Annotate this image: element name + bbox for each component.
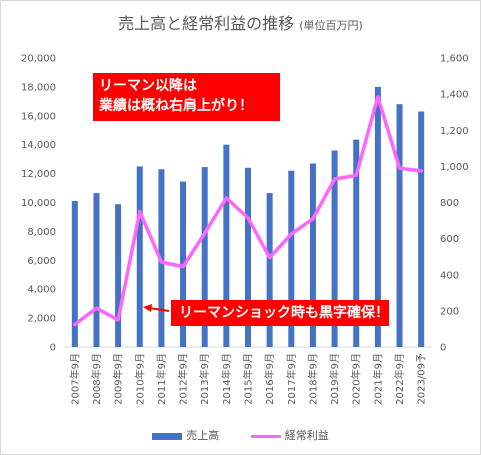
point-profit bbox=[376, 95, 380, 99]
bar-sales bbox=[331, 150, 338, 347]
legend-label-profit: 経常利益 bbox=[284, 429, 329, 442]
point-profit bbox=[94, 306, 98, 310]
x-tick-label: 2022年9月 bbox=[393, 353, 406, 405]
legend-swatch-profit bbox=[250, 434, 281, 438]
bar-sales bbox=[374, 86, 381, 348]
x-tick-label: 2023/09予 bbox=[416, 353, 428, 405]
y-right-tick-label: 1,400 bbox=[440, 90, 469, 101]
y-left-tick-label: 6,000 bbox=[27, 256, 56, 267]
bar-sales bbox=[201, 167, 208, 347]
x-tick-label: 2008年9月 bbox=[90, 353, 103, 405]
y-left-tick-label: 0 bbox=[50, 343, 56, 354]
point-profit bbox=[138, 210, 142, 214]
point-profit bbox=[398, 166, 402, 170]
bar-sales bbox=[353, 139, 360, 347]
x-tick-label: 2019年9月 bbox=[328, 353, 341, 405]
y-left-tick-label: 18,000 bbox=[21, 82, 56, 93]
point-profit bbox=[289, 232, 293, 236]
x-tick-label: 2020年9月 bbox=[350, 353, 363, 405]
y-left-tick-label: 16,000 bbox=[21, 111, 56, 122]
chart-title: 売上高と経常利益の推移 (単位百万円) bbox=[0, 10, 481, 34]
bar-sales bbox=[93, 193, 100, 347]
x-tick-label: 2016年9月 bbox=[263, 353, 276, 405]
y-right-tick-label: 600 bbox=[440, 234, 459, 245]
y-left-tick-label: 10,000 bbox=[21, 198, 56, 209]
y-right-tick-label: 1,600 bbox=[440, 54, 469, 65]
point-profit bbox=[354, 173, 358, 177]
y-right-tick-label: 0 bbox=[440, 343, 446, 354]
point-profit bbox=[246, 216, 250, 220]
point-profit bbox=[419, 169, 423, 173]
bar-sales bbox=[136, 166, 143, 347]
legend-label-sales: 売上高 bbox=[186, 429, 220, 442]
y-left-tick-label: 12,000 bbox=[21, 169, 56, 180]
point-profit bbox=[116, 318, 120, 322]
x-tick-label: 2017年9月 bbox=[285, 353, 298, 405]
annotation-arrow-line bbox=[148, 307, 170, 312]
y-right-tick-label: 1,200 bbox=[440, 126, 469, 137]
annotation-lehman-shock: リーマンショック時も黒字確保！ bbox=[171, 300, 389, 326]
y-left-tick-label: 8,000 bbox=[27, 227, 56, 238]
point-profit bbox=[181, 265, 185, 269]
annotation-arrow-head bbox=[143, 304, 152, 312]
bar-sales bbox=[309, 163, 316, 347]
bar-sales bbox=[418, 111, 425, 347]
legend-item-profit: 経常利益 bbox=[250, 427, 329, 443]
annotation-line-2: 業績は概ね右肩上がり！ bbox=[99, 98, 253, 114]
y-right-tick-label: 800 bbox=[440, 198, 459, 209]
y-left-tick-label: 2,000 bbox=[27, 314, 56, 325]
x-tick-label: 2014年9月 bbox=[220, 353, 233, 405]
point-profit bbox=[268, 256, 272, 260]
y-left-tick-label: 4,000 bbox=[27, 285, 56, 296]
x-tick-label: 2009年9月 bbox=[112, 353, 125, 405]
bar-sales bbox=[71, 201, 78, 347]
x-tick-label: 2012年9月 bbox=[177, 353, 190, 405]
y-right-tick-label: 400 bbox=[440, 270, 459, 281]
bar-sales bbox=[396, 104, 403, 348]
y-left-tick-label: 14,000 bbox=[21, 140, 56, 151]
x-tick-label: 2011年9月 bbox=[155, 353, 168, 405]
annotation-after-lehman: リーマン以降は 業績は概ね右肩上がり！ bbox=[93, 73, 280, 121]
x-tick-label: 2013年9月 bbox=[198, 353, 211, 405]
y-right-tick-label: 1,000 bbox=[440, 162, 469, 173]
legend: 売上高 経常利益 bbox=[0, 427, 481, 443]
bar-sales bbox=[245, 167, 251, 347]
annotation-line-1: リーマン以降は bbox=[99, 78, 197, 94]
y-right-tick-label: 200 bbox=[440, 306, 459, 317]
chart-subtitle: (単位百万円) bbox=[299, 19, 363, 32]
x-tick-label: 2010年9月 bbox=[133, 353, 146, 405]
point-profit bbox=[333, 177, 337, 181]
legend-swatch-sales bbox=[152, 432, 183, 440]
point-profit bbox=[203, 231, 207, 235]
point-profit bbox=[311, 217, 315, 221]
point-profit bbox=[159, 260, 163, 264]
x-tick-label: 2021年9月 bbox=[371, 353, 384, 405]
y-left-tick-label: 20,000 bbox=[21, 54, 56, 65]
legend-item-sales: 売上高 bbox=[152, 427, 219, 443]
point-profit bbox=[73, 322, 77, 326]
x-tick-label: 2018年9月 bbox=[306, 353, 319, 405]
x-tick-label: 2015年9月 bbox=[242, 353, 255, 405]
bar-sales bbox=[266, 193, 273, 347]
point-profit bbox=[224, 196, 228, 200]
chart-title-text: 売上高と経常利益の推移 bbox=[118, 14, 295, 33]
bar-sales bbox=[223, 144, 230, 347]
bar-sales bbox=[288, 170, 295, 347]
x-tick-label: 2007年9月 bbox=[68, 353, 81, 405]
bar-sales bbox=[115, 204, 122, 347]
